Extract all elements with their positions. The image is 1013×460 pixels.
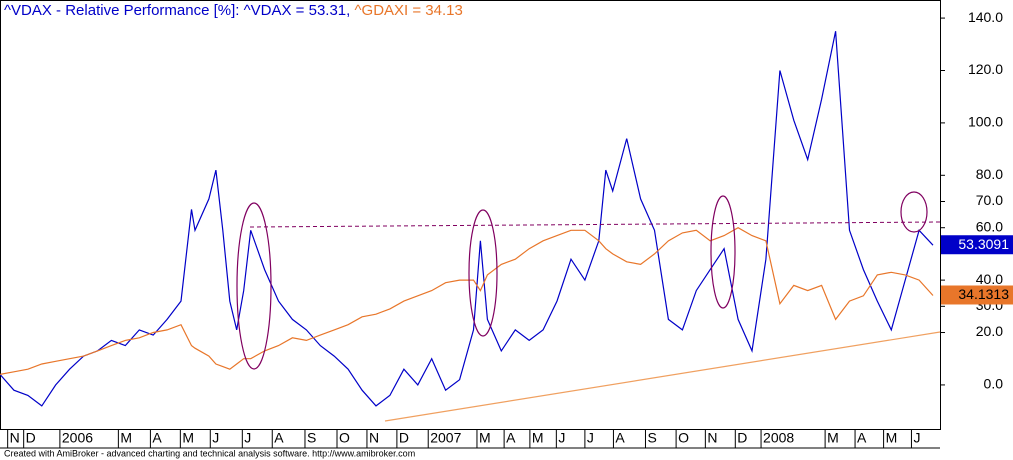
- x-tick-label: A: [615, 430, 625, 446]
- x-tick-label: J: [244, 430, 251, 446]
- last-value-box: [941, 235, 1013, 255]
- highlight-ellipse: [900, 191, 928, 233]
- x-tick-label: A: [274, 430, 284, 446]
- title-part: ^VDAX - Relative Performance [%]: ^VDAX …: [4, 2, 354, 19]
- y-tick-label: 100.0: [968, 114, 1003, 130]
- x-tick-label: 2006: [62, 430, 93, 446]
- x-tick-label: D: [737, 430, 747, 446]
- x-tick-label: M: [886, 430, 898, 446]
- x-tick-label: D: [399, 430, 409, 446]
- x-tick-label: M: [532, 430, 544, 446]
- plot-frame: [0, 0, 941, 430]
- last-value-label: 53.3091: [958, 236, 1009, 252]
- x-tick-label: A: [857, 430, 867, 446]
- x-tick-label: J: [558, 430, 565, 446]
- y-tick-label: 80.0: [976, 166, 1003, 182]
- x-tick-label: N: [369, 430, 379, 446]
- x-tick-label: M: [827, 430, 839, 446]
- x-tick-label: S: [307, 430, 316, 446]
- x-tick-label: A: [506, 430, 516, 446]
- trend-line: [384, 331, 941, 422]
- x-tick-label: 2008: [763, 430, 794, 446]
- highlight-ellipse: [236, 202, 272, 370]
- x-tick-label: J: [587, 430, 594, 446]
- y-tick-label: 40.0: [976, 271, 1003, 287]
- x-tick-label: N: [10, 430, 20, 446]
- y-tick-label: 20.0: [976, 323, 1003, 339]
- series-line: [0, 227, 934, 375]
- y-tick-label: 70.0: [976, 192, 1003, 208]
- highlight-ellipse: [468, 209, 498, 337]
- highlight-ellipse: [710, 195, 736, 309]
- x-tick-label: O: [678, 430, 689, 446]
- x-tick-label: N: [707, 430, 717, 446]
- footer: Created with AmiBroker - advanced charti…: [4, 448, 415, 458]
- y-tick-label: 120.0: [968, 61, 1003, 77]
- chart-title: ^VDAX - Relative Performance [%]: ^VDAX …: [4, 2, 463, 19]
- y-tick-label: 140.0: [968, 9, 1003, 25]
- x-tick-label: D: [26, 430, 36, 446]
- x-tick-label: S: [647, 430, 656, 446]
- dashed-level: [249, 221, 941, 228]
- x-tick-label: J: [913, 430, 920, 446]
- x-tick-label: M: [182, 430, 194, 446]
- y-tick-label: 60.0: [976, 218, 1003, 234]
- x-tick-label: M: [479, 430, 491, 446]
- x-tick-label: J: [212, 430, 219, 446]
- title-part: ^GDAXI = 34.13: [354, 2, 462, 19]
- x-tick-label: O: [339, 430, 350, 446]
- x-tick-label: A: [152, 430, 162, 446]
- x-tick-label: 2007: [430, 430, 461, 446]
- series-line: [0, 31, 934, 407]
- x-tick-label: M: [120, 430, 132, 446]
- y-tick-label: 0.0: [984, 376, 1004, 392]
- last-value-box: [941, 285, 1013, 305]
- last-value-label: 34.1313: [958, 286, 1009, 302]
